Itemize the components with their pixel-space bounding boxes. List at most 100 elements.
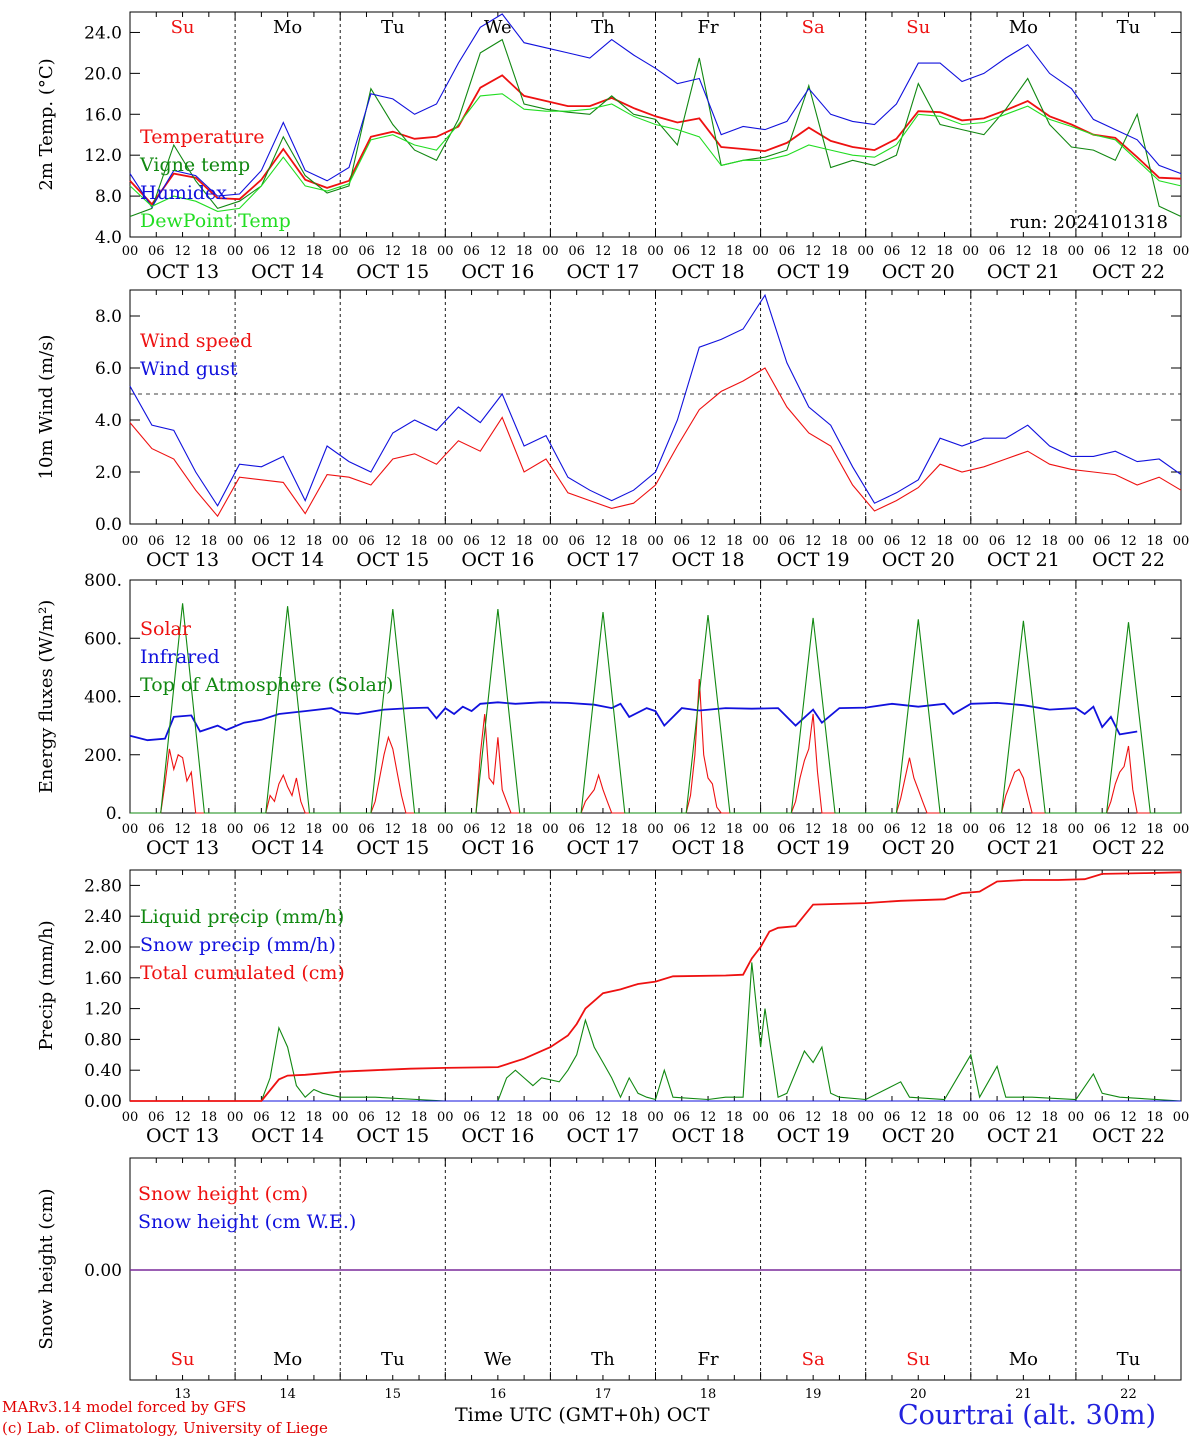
panel-4-hour-tick-label: 18 xyxy=(306,1110,323,1125)
panel-1-hour-tick-label: 00 xyxy=(963,244,980,259)
panel-2-date-label: OCT 21 xyxy=(987,549,1060,571)
panel-4-hour-tick-label: 18 xyxy=(411,1110,428,1125)
panel-4-hour-tick-label: 18 xyxy=(1146,1110,1163,1125)
panel-2-y-tick-label: 6.0 xyxy=(95,359,122,379)
panel-3-date-label: OCT 20 xyxy=(882,837,955,859)
panel-3-hour-tick-label: 12 xyxy=(174,822,191,837)
panel-1-hour-tick-label: 18 xyxy=(1041,244,1058,259)
bottom-day-number: 19 xyxy=(805,1387,822,1402)
panel-4-y-tick-label: 1.20 xyxy=(84,1000,122,1020)
panel-2-hour-tick-label: 06 xyxy=(568,534,585,549)
panel-1-hour-tick-label: 18 xyxy=(201,244,218,259)
panel-2-hour-tick-label: 06 xyxy=(1094,534,1111,549)
panel-3-hour-tick-label: 00 xyxy=(963,822,980,837)
panel-5-legend-entry: Snow height (cm) xyxy=(138,1183,308,1205)
panel-2-hour-tick-label: 18 xyxy=(621,534,638,549)
panel-2-hour-tick-label: 06 xyxy=(148,534,165,549)
panel-1-hour-tick-label: 12 xyxy=(700,244,717,259)
panel-1-date-label: OCT 13 xyxy=(146,261,219,283)
panel-3-hour-tick-label: 12 xyxy=(910,822,927,837)
panel-3-hour-tick-label: 12 xyxy=(1015,822,1032,837)
panel-1-y-tick-label: 16.0 xyxy=(84,105,122,125)
panel-4-hour-tick-label: 18 xyxy=(201,1110,218,1125)
panel-4-hour-tick-label: 06 xyxy=(358,1110,375,1125)
panel-4-date-label: OCT 13 xyxy=(146,1125,219,1147)
run-label: run: 2024101318 xyxy=(1010,212,1168,233)
panel-1-hour-tick-label: 06 xyxy=(674,244,691,259)
panel-1-y-axis-label: 2m Temp. (°C) xyxy=(36,58,57,190)
top-weekday-label: Th xyxy=(591,17,615,38)
panel-2-series-line xyxy=(129,293,1182,507)
panel-1-hour-tick-label: 00 xyxy=(332,244,349,259)
panel-1-date-label: OCT 20 xyxy=(882,261,955,283)
panel-3-hour-tick-label: 18 xyxy=(201,822,218,837)
panel-4-legend-entry: Snow precip (mm/h) xyxy=(140,934,336,956)
panel-2-hour-tick-label: 00 xyxy=(647,534,664,549)
panel-4-hour-tick-label: 00 xyxy=(122,1110,139,1125)
panel-1-date-label: OCT 22 xyxy=(1092,261,1165,283)
panel-2-hour-tick-label: 12 xyxy=(700,534,717,549)
panel-3-date-label: OCT 21 xyxy=(987,837,1060,859)
panel-2-hour-tick-label: 18 xyxy=(411,534,428,549)
panel-4-legend-entry: Total cumulated (cm) xyxy=(140,962,345,984)
panel-2-hour-tick-label: 06 xyxy=(884,534,901,549)
panel-1-hour-tick-label: 18 xyxy=(411,244,428,259)
panel-3-legend-entry: Top of Atmosphere (Solar) xyxy=(140,674,393,696)
panel-2-hour-tick-label: 00 xyxy=(963,534,980,549)
panel-1-date-label: OCT 18 xyxy=(672,261,745,283)
panel-4-y-tick-label: 2.00 xyxy=(84,938,122,958)
panel-2-hour-tick-label: 06 xyxy=(674,534,691,549)
top-weekday-label: Sa xyxy=(802,17,825,38)
panel-3-hour-tick-label: 18 xyxy=(306,822,323,837)
panel-3-y-tick-label: 600. xyxy=(84,629,122,649)
panel-4-hour-tick-label: 06 xyxy=(674,1110,691,1125)
panel-2-hour-tick-label: 18 xyxy=(831,534,848,549)
panel-4-hour-tick-label: 12 xyxy=(700,1110,717,1125)
panel-3-hour-tick-label: 06 xyxy=(463,822,480,837)
bottom-day-number: 20 xyxy=(910,1387,927,1402)
panel-3-hour-tick-label: 00 xyxy=(437,822,454,837)
panel-2-hour-tick-label: 18 xyxy=(201,534,218,549)
bottom-weekday-label: Mo xyxy=(1009,1349,1038,1370)
panel-1-hour-tick-label: 06 xyxy=(148,244,165,259)
panel-4-y-tick-label: 2.80 xyxy=(84,876,122,896)
panel-3-hour-tick-label: 06 xyxy=(779,822,796,837)
panel-3-hour-tick-label: 06 xyxy=(884,822,901,837)
panel-1-hour-tick-label: 18 xyxy=(936,244,953,259)
panel-3-hour-tick-label: 06 xyxy=(1094,822,1111,837)
panel-1-hour-tick-label: 00 xyxy=(437,244,454,259)
panel-2-hour-tick-label: 18 xyxy=(306,534,323,549)
panel-3-date-label: OCT 19 xyxy=(777,837,850,859)
panel-3-hour-tick-label: 12 xyxy=(595,822,612,837)
panel-4-date-label: OCT 21 xyxy=(987,1125,1060,1147)
panel-2-y-tick-label: 2.0 xyxy=(95,463,122,483)
panel-4-hour-tick-label: 00 xyxy=(332,1110,349,1125)
panel-2-y-tick-label: 8.0 xyxy=(95,307,122,327)
panel-2-hour-tick-label: 12 xyxy=(174,534,191,549)
panel-1-series-line xyxy=(129,93,1182,212)
panel-1-hour-tick-label: 18 xyxy=(306,244,323,259)
panel-4-hour-tick-label: 18 xyxy=(1041,1110,1058,1125)
panel-3-date-label: OCT 16 xyxy=(461,837,534,859)
panel-1-hour-tick-label: 00 xyxy=(752,244,769,259)
panel-1-hour-tick-label: 18 xyxy=(516,244,533,259)
bottom-day-number: 18 xyxy=(700,1387,717,1402)
panel-4-date-label: OCT 16 xyxy=(461,1125,534,1147)
panel-2-date-label: OCT 15 xyxy=(356,549,429,571)
bottom-weekday-label: Fr xyxy=(698,1349,719,1370)
panel-2-hour-tick-label: 00 xyxy=(857,534,874,549)
top-weekday-label: We xyxy=(484,17,512,38)
panel-3-hour-tick-label: 06 xyxy=(148,822,165,837)
panel-1-hour-tick-label: 00 xyxy=(122,244,139,259)
panel-2-hour-tick-label: 00 xyxy=(1173,534,1190,549)
panel-3-hour-tick-label: 18 xyxy=(726,822,743,837)
panel-4-series-line xyxy=(130,871,1182,1102)
panel-2-date-label: OCT 22 xyxy=(1092,549,1165,571)
panel-2-hour-tick-label: 00 xyxy=(332,534,349,549)
panel-1-hour-tick-label: 12 xyxy=(910,244,927,259)
model-credit: MARv3.14 model forced by GFS xyxy=(2,1398,247,1416)
panel-4-hour-tick-label: 12 xyxy=(1120,1110,1137,1125)
panel-1-hour-tick-label: 00 xyxy=(1173,244,1190,259)
panel-2-hour-tick-label: 00 xyxy=(437,534,454,549)
